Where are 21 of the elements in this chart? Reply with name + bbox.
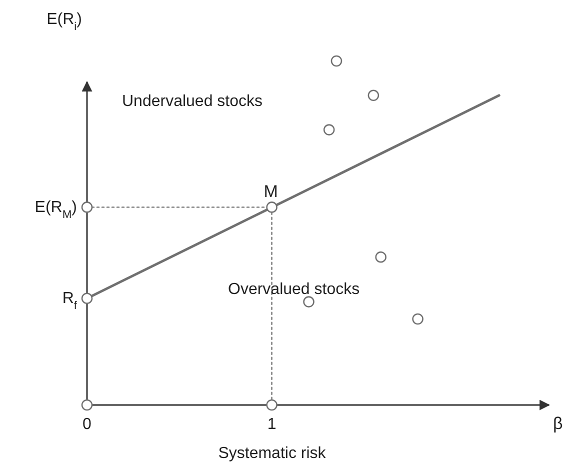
y-axis-title: E(R$_{i}$): [46, 11, 82, 33]
x-tick-label: 0: [82, 416, 92, 433]
point: [412, 313, 424, 325]
point: [330, 55, 342, 67]
text: R$_{f}$: [62, 290, 78, 312]
annotation: Undervalued stocks: [122, 93, 263, 110]
point: [375, 251, 386, 263]
point: [303, 296, 314, 308]
x-axis-title: β: [553, 414, 563, 433]
point: [368, 90, 380, 102]
x-tick-label: 1: [267, 416, 276, 433]
text: Systematic risk: [218, 445, 327, 462]
point: [81, 202, 93, 213]
point: [81, 399, 93, 411]
point: [81, 292, 93, 304]
point: [266, 399, 278, 411]
text: E(R$_{M}$): [34, 199, 77, 221]
point: [323, 124, 335, 136]
annotation: Overvalued stocks: [228, 281, 360, 298]
annotation: M: [264, 182, 278, 202]
point: [266, 202, 278, 213]
